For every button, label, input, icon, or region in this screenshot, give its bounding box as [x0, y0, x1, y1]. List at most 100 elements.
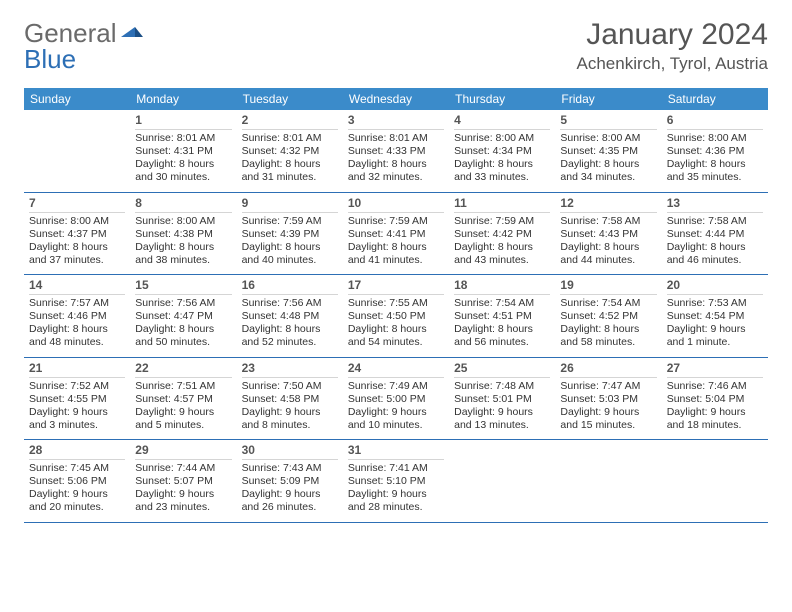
sunset-text: Sunset: 4:50 PM [348, 310, 444, 323]
day-number: 17 [348, 278, 444, 295]
sunset-text: Sunset: 4:39 PM [242, 228, 338, 241]
sunrise-text: Sunrise: 7:54 AM [454, 297, 550, 310]
day-number: 2 [242, 113, 338, 130]
dl2-text: and 35 minutes. [667, 171, 763, 184]
sunset-text: Sunset: 4:55 PM [29, 393, 125, 406]
sunset-text: Sunset: 4:48 PM [242, 310, 338, 323]
dl1-text: Daylight: 8 hours [135, 158, 231, 171]
dl2-text: and 32 minutes. [348, 171, 444, 184]
sunset-text: Sunset: 4:52 PM [560, 310, 656, 323]
calendar-day-cell: 6Sunrise: 8:00 AMSunset: 4:36 PMDaylight… [662, 110, 768, 192]
day-number: 8 [135, 196, 231, 213]
calendar-week-row: 21Sunrise: 7:52 AMSunset: 4:55 PMDayligh… [24, 357, 768, 440]
dl2-text: and 30 minutes. [135, 171, 231, 184]
dl1-text: Daylight: 8 hours [242, 323, 338, 336]
calendar-day-cell [662, 440, 768, 523]
dl2-text: and 43 minutes. [454, 254, 550, 267]
calendar-day-cell: 14Sunrise: 7:57 AMSunset: 4:46 PMDayligh… [24, 275, 130, 358]
day-number: 16 [242, 278, 338, 295]
calendar-day-cell: 29Sunrise: 7:44 AMSunset: 5:07 PMDayligh… [130, 440, 236, 523]
sunset-text: Sunset: 4:41 PM [348, 228, 444, 241]
day-number: 4 [454, 113, 550, 130]
calendar-day-cell: 8Sunrise: 8:00 AMSunset: 4:38 PMDaylight… [130, 192, 236, 275]
sunset-text: Sunset: 5:01 PM [454, 393, 550, 406]
calendar-week-row: 28Sunrise: 7:45 AMSunset: 5:06 PMDayligh… [24, 440, 768, 523]
calendar-day-cell [24, 110, 130, 192]
sunrise-text: Sunrise: 7:57 AM [29, 297, 125, 310]
weekday-header: Friday [555, 88, 661, 110]
day-number: 28 [29, 443, 125, 460]
dl1-text: Daylight: 8 hours [667, 241, 763, 254]
sunrise-text: Sunrise: 7:58 AM [560, 215, 656, 228]
sunrise-text: Sunrise: 8:01 AM [242, 132, 338, 145]
sunrise-text: Sunrise: 7:45 AM [29, 462, 125, 475]
sunset-text: Sunset: 4:31 PM [135, 145, 231, 158]
sunset-text: Sunset: 4:57 PM [135, 393, 231, 406]
sunrise-text: Sunrise: 8:01 AM [348, 132, 444, 145]
dl2-text: and 26 minutes. [242, 501, 338, 514]
day-number: 12 [560, 196, 656, 213]
sunrise-text: Sunrise: 7:43 AM [242, 462, 338, 475]
dl2-text: and 13 minutes. [454, 419, 550, 432]
dl2-text: and 58 minutes. [560, 336, 656, 349]
day-number: 30 [242, 443, 338, 460]
day-number: 3 [348, 113, 444, 130]
day-number: 21 [29, 361, 125, 378]
calendar-day-cell: 26Sunrise: 7:47 AMSunset: 5:03 PMDayligh… [555, 357, 661, 440]
dl2-text: and 33 minutes. [454, 171, 550, 184]
calendar-day-cell: 12Sunrise: 7:58 AMSunset: 4:43 PMDayligh… [555, 192, 661, 275]
dl2-text: and 10 minutes. [348, 419, 444, 432]
dl2-text: and 1 minute. [667, 336, 763, 349]
calendar-day-cell: 20Sunrise: 7:53 AMSunset: 4:54 PMDayligh… [662, 275, 768, 358]
sunrise-text: Sunrise: 7:59 AM [348, 215, 444, 228]
calendar-day-cell: 30 Sunrise: 7:43 AMSunset: 5:09 PMDayligh… [237, 440, 343, 523]
calendar-table: Sunday Monday Tuesday Wednesday Thursday… [24, 88, 768, 523]
title-block: January 2024 Achenkirch, Tyrol, Austria [577, 18, 769, 74]
calendar-day-cell: 1Sunrise: 8:01 AMSunset: 4:31 PMDaylight… [130, 110, 236, 192]
weekday-header: Wednesday [343, 88, 449, 110]
dl2-text: and 52 minutes. [242, 336, 338, 349]
calendar-day-cell: 13Sunrise: 7:58 AMSunset: 4:44 PMDayligh… [662, 192, 768, 275]
dl2-text: and 15 minutes. [560, 419, 656, 432]
logo-mark-icon [121, 21, 143, 46]
sunset-text: Sunset: 4:42 PM [454, 228, 550, 241]
day-number: 7 [29, 196, 125, 213]
sunset-text: Sunset: 5:09 PM [242, 475, 338, 488]
dl2-text: and 40 minutes. [242, 254, 338, 267]
sunrise-text: Sunrise: 7:46 AM [667, 380, 763, 393]
weekday-header: Tuesday [237, 88, 343, 110]
calendar-week-row: 7Sunrise: 8:00 AMSunset: 4:37 PMDaylight… [24, 192, 768, 275]
dl1-text: Daylight: 9 hours [29, 406, 125, 419]
weekday-header: Thursday [449, 88, 555, 110]
calendar-day-cell: 5Sunrise: 8:00 AMSunset: 4:35 PMDaylight… [555, 110, 661, 192]
day-number: 19 [560, 278, 656, 295]
dl1-text: Daylight: 9 hours [135, 488, 231, 501]
day-number: 25 [454, 361, 550, 378]
dl1-text: Daylight: 8 hours [242, 241, 338, 254]
dl1-text: Daylight: 8 hours [454, 158, 550, 171]
dl1-text: Daylight: 8 hours [242, 158, 338, 171]
day-number: 11 [454, 196, 550, 213]
sunrise-text: Sunrise: 7:53 AM [667, 297, 763, 310]
sunset-text: Sunset: 4:43 PM [560, 228, 656, 241]
sunrise-text: Sunrise: 7:59 AM [242, 215, 338, 228]
dl1-text: Daylight: 9 hours [348, 488, 444, 501]
dl1-text: Daylight: 8 hours [135, 241, 231, 254]
dl2-text: and 54 minutes. [348, 336, 444, 349]
day-number: 10 [348, 196, 444, 213]
sunrise-text: Sunrise: 8:00 AM [135, 215, 231, 228]
dl1-text: Daylight: 9 hours [29, 488, 125, 501]
sunrise-text: Sunrise: 7:51 AM [135, 380, 231, 393]
day-number: 31 [348, 443, 444, 460]
sunset-text: Sunset: 5:06 PM [29, 475, 125, 488]
dl1-text: Daylight: 8 hours [29, 323, 125, 336]
day-number: 6 [667, 113, 763, 130]
sunset-text: Sunset: 4:51 PM [454, 310, 550, 323]
day-number: 9 [242, 196, 338, 213]
dl1-text: Daylight: 9 hours [242, 488, 338, 501]
calendar-day-cell: 24Sunrise: 7:49 AMSunset: 5:00 PMDayligh… [343, 357, 449, 440]
header: General January 2024 Achenkirch, Tyrol, … [24, 18, 768, 74]
dl2-text: and 38 minutes. [135, 254, 231, 267]
calendar-day-cell: 15Sunrise: 7:56 AMSunset: 4:47 PMDayligh… [130, 275, 236, 358]
dl1-text: Daylight: 9 hours [135, 406, 231, 419]
